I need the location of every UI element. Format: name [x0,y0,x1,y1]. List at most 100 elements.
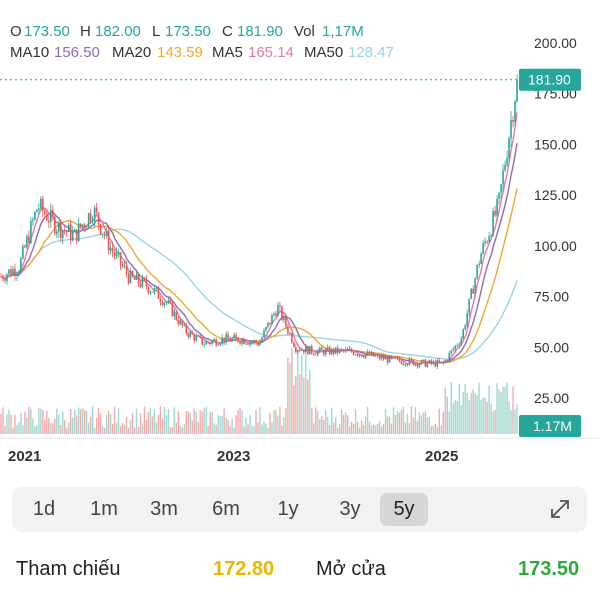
candle [221,334,223,347]
candle [410,357,413,361]
candle [20,256,22,273]
candle [239,340,241,346]
candle [195,332,198,343]
range-selector: 1d 1m 3m 6m 1y 3y 5y [12,487,587,532]
volume-bar [362,424,365,434]
candle [135,271,138,281]
candle [61,229,64,245]
volume-bar [255,409,257,434]
candle [89,209,92,225]
volume-bar [223,408,225,434]
candle [59,219,62,242]
candle [36,209,38,213]
volume-bar [267,427,269,434]
volume-bar [412,417,415,434]
volume-bar [458,383,460,434]
candle [430,359,433,366]
candle [279,301,281,311]
range-button-3y[interactable]: 3y [339,498,361,520]
volume-bar [380,426,383,434]
volume-bar [514,409,516,434]
volume-bar [0,413,2,434]
candle [340,347,343,352]
volume-bar [307,379,309,434]
volume-bar [372,424,375,434]
volume-bar [18,422,20,434]
volume-bar [10,414,12,434]
candle [251,340,253,345]
volume-bar [472,389,474,434]
candle [466,309,468,329]
volume-bar [233,427,235,434]
volume-bar [231,418,233,434]
candle [328,345,331,356]
candle [111,241,114,258]
volume-bar [496,383,498,434]
candle [374,353,377,357]
volume-bar [115,422,118,434]
candle [414,362,417,367]
volume-bar [464,384,466,434]
x-tick-label: 2025 [425,448,458,465]
range-button-1y[interactable]: 1y [277,498,299,520]
candle [14,263,16,281]
candle [131,270,134,278]
range-button-1m[interactable]: 1m [90,498,118,520]
candle [133,275,136,280]
range-button-5y[interactable]: 5y [380,493,428,526]
candle [113,249,116,261]
volume-bar [448,411,450,434]
volume-bar [111,423,114,434]
candle [338,348,341,354]
volume-bar [64,420,66,434]
volume-bar [358,427,361,434]
last-price-label: 181.90 [528,72,571,88]
candle [261,335,263,343]
volume-bar [70,408,72,434]
volume-bar [261,424,263,434]
volume-bar [356,421,359,434]
range-button-3m[interactable]: 3m [150,498,178,520]
candle [344,346,347,353]
candle [67,222,70,233]
range-button-6m[interactable]: 6m [212,498,240,520]
candle [512,115,514,128]
candle [426,361,429,368]
candle [514,99,516,127]
candle [101,233,104,239]
y-tick-label: 100.00 [534,238,577,254]
candle [171,301,174,317]
volume-bar [201,411,203,434]
volume-bar [209,411,211,434]
candle [442,360,445,366]
candle [115,247,118,260]
candle [416,362,419,369]
volume-bar [510,410,512,434]
close-value: 181.90 [237,23,283,40]
volume-bar [410,406,413,434]
volume-bar [396,411,399,434]
volume-bar [175,422,178,434]
y-tick-label: 200.00 [534,35,577,51]
candle [145,275,148,290]
candle [480,251,482,265]
volume-bar [484,398,486,434]
volume-bar [287,357,289,434]
volume-bar [167,409,170,434]
candle [175,310,178,322]
range-button-1d[interactable]: 1d [32,498,56,520]
candle [83,222,86,233]
candle [51,205,54,221]
candle [147,285,150,295]
volume-bar [26,417,28,434]
volume-bar [14,414,16,434]
candle [372,352,375,357]
expand-icon[interactable] [547,496,573,522]
candle [193,333,196,344]
candle [508,136,510,162]
last-volume-label: 1.17M [533,418,572,434]
volume-bar [163,407,166,434]
candle [362,354,365,359]
price-chart[interactable]: O 173.50 H 182.00 L 173.50 C 181.90 Vol … [0,0,600,480]
volume-bar [169,427,172,434]
